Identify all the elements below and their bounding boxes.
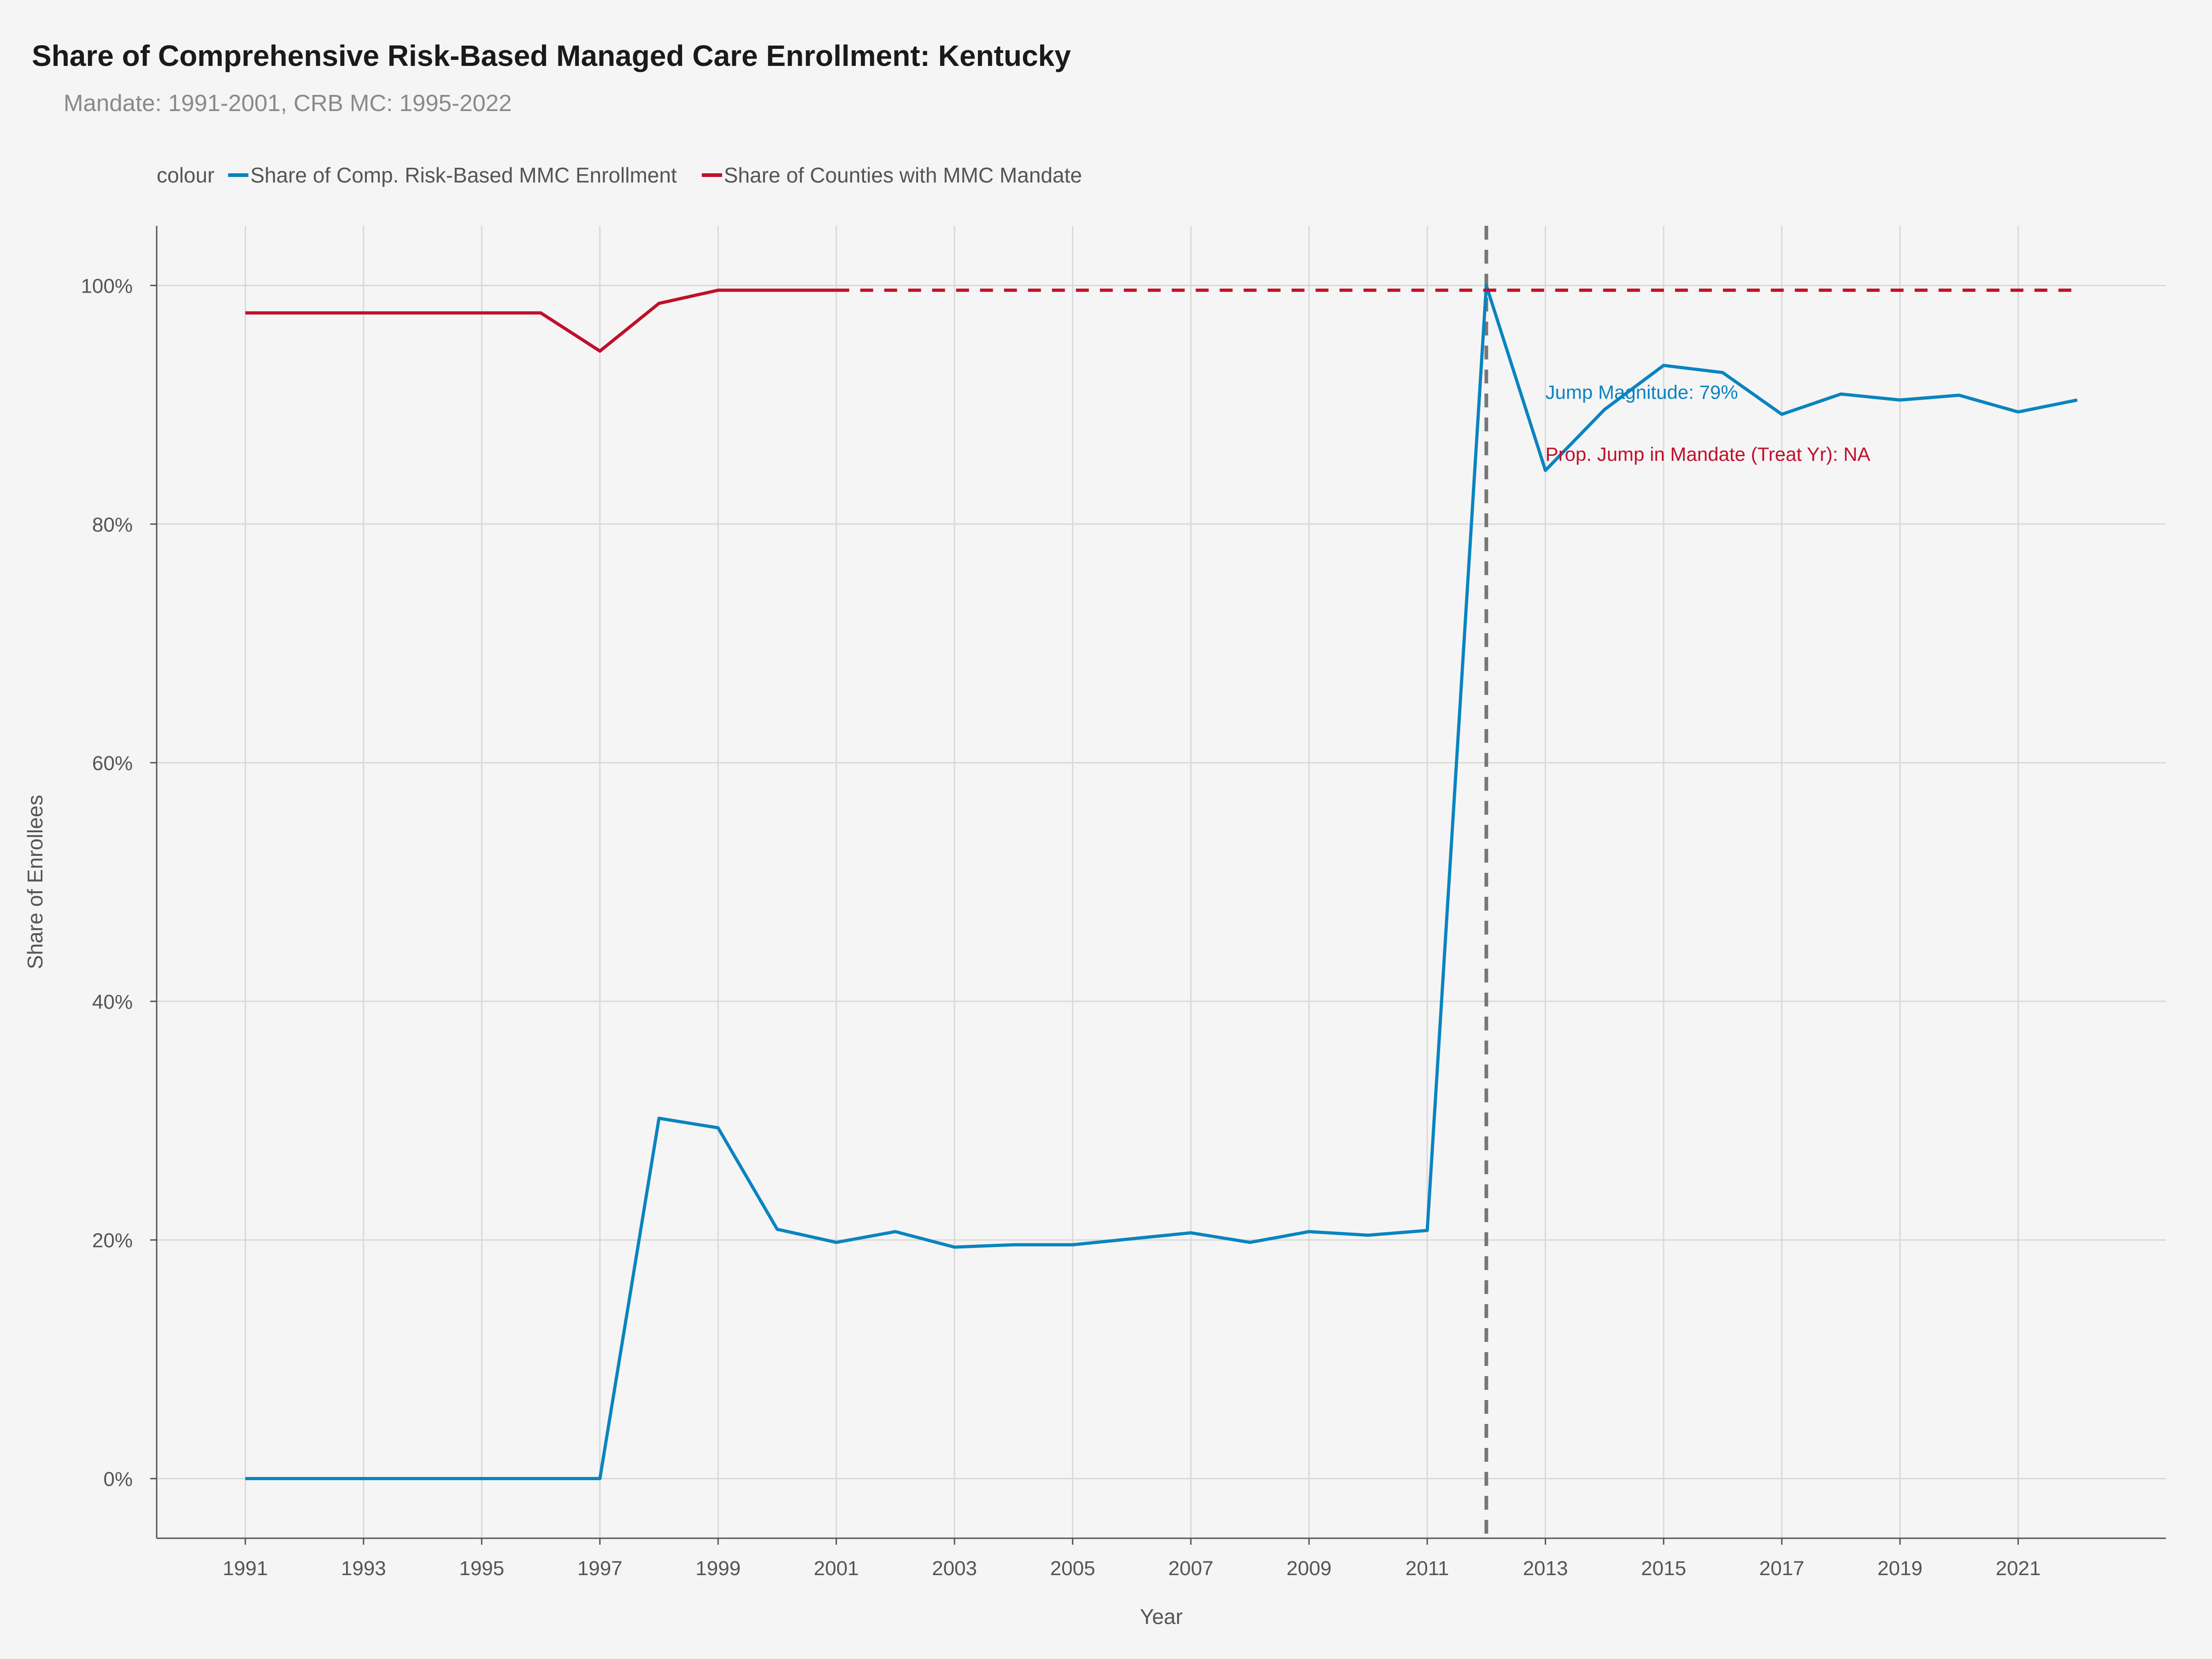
x-tick-label: 2005 <box>1050 1557 1095 1580</box>
x-tick-label: 2011 <box>1406 1557 1449 1580</box>
chart-subtitle: Mandate: 1991-2001, CRB MC: 1995-2022 <box>64 90 512 116</box>
x-tick-label: 1999 <box>695 1557 741 1580</box>
x-axis-title: Year <box>1140 1605 1183 1629</box>
legend-item-mandate: Share of Counties with MMC Mandate <box>701 163 1082 188</box>
x-tick-label: 1997 <box>577 1557 623 1580</box>
x-tick-label: 2017 <box>1759 1557 1805 1580</box>
x-tick-label: 2001 <box>814 1557 859 1580</box>
x-tick-label: 1995 <box>459 1557 504 1580</box>
y-tick-label: 80% <box>92 513 133 536</box>
x-tick-label: 2003 <box>932 1557 977 1580</box>
y-tick-label: 40% <box>92 991 133 1013</box>
legend: colour Share of Comp. Risk-Based MMC Enr… <box>157 161 1107 189</box>
line-mandate-share <box>245 288 836 353</box>
legend-label-enrollment: Share of Comp. Risk-Based MMC Enrollment <box>250 163 677 187</box>
chart-title: Share of Comprehensive Risk-Based Manage… <box>32 39 1071 72</box>
x-tick-label: 2015 <box>1641 1557 1686 1580</box>
y-tick-label: 100% <box>81 275 133 297</box>
x-tick-label: 2021 <box>1995 1557 2041 1580</box>
y-tick-label: 0% <box>103 1468 133 1491</box>
x-tick-label: 2007 <box>1168 1557 1213 1580</box>
legend-label-mandate: Share of Counties with MMC Mandate <box>724 163 1082 187</box>
line-enrollment-share <box>245 283 2078 1481</box>
x-tick-label: 2009 <box>1287 1557 1332 1580</box>
annotation-jump-magnitude: Jump Magnitude: 79% <box>1546 381 1738 403</box>
y-axis-title: Share of Enrollees <box>23 795 47 969</box>
legend-swatch-enrollment <box>228 173 249 177</box>
legend-swatch-mandate <box>701 173 722 177</box>
x-tick-label: 1991 <box>223 1557 268 1580</box>
y-tick-label: 60% <box>92 752 133 775</box>
annotation-mandate-jump: Prop. Jump in Mandate (Treat Yr): NA <box>1546 443 1871 465</box>
x-tick-label: 2019 <box>1877 1557 1923 1580</box>
y-tick-label: 20% <box>92 1230 133 1252</box>
x-tick-label: 2013 <box>1523 1557 1568 1580</box>
legend-title: colour <box>157 163 215 187</box>
x-tick-label: 1993 <box>341 1557 386 1580</box>
legend-item-enrollment: Share of Comp. Risk-Based MMC Enrollment <box>228 163 677 188</box>
